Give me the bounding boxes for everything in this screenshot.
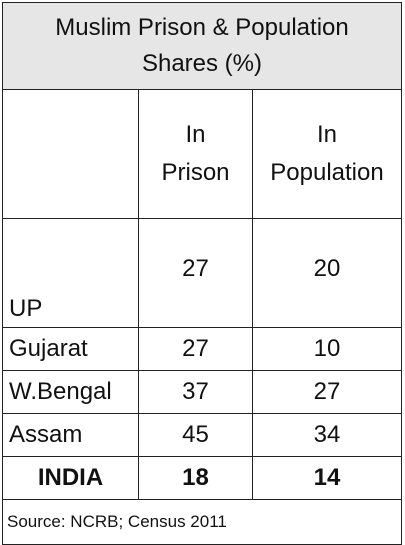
in-prison-value: 45 xyxy=(138,413,253,457)
table-row-total: INDIA 18 14 xyxy=(2,456,402,500)
table-row: Assam 45 34 xyxy=(2,413,402,457)
in-prison-value: 37 xyxy=(138,370,253,414)
source-row: Source: NCRB; Census 2011 xyxy=(2,499,402,545)
row-label: W.Bengal xyxy=(2,370,139,414)
in-population-value: 10 xyxy=(252,327,402,371)
in-population-value: 34 xyxy=(252,413,402,457)
table-title: Muslim Prison & Population Shares (%) xyxy=(2,2,402,90)
table-row: UP 27 20 xyxy=(2,218,402,328)
header-row: In Prison In Population xyxy=(2,89,402,219)
header-in-population-line-2: Population xyxy=(270,159,384,186)
title-line-1: Muslim Prison & Population xyxy=(55,14,349,41)
in-prison-value: 27 xyxy=(138,327,253,371)
title-row: Muslim Prison & Population Shares (%) xyxy=(2,2,402,90)
header-empty-cell xyxy=(2,89,139,219)
row-label: Assam xyxy=(2,413,139,457)
source-note: Source: NCRB; Census 2011 xyxy=(2,499,402,545)
header-in-population-line-1: In xyxy=(316,121,337,148)
in-prison-value: 18 xyxy=(138,456,253,500)
header-in-prison-line-2: Prison xyxy=(161,159,230,186)
in-population-value: 27 xyxy=(252,370,402,414)
in-population-value: 20 xyxy=(252,218,402,328)
in-prison-value: 27 xyxy=(138,218,253,328)
row-label: INDIA xyxy=(2,456,139,500)
header-in-prison-line-1: In xyxy=(185,121,206,148)
header-in-population: In Population xyxy=(252,89,402,219)
table-row: W.Bengal 37 27 xyxy=(2,370,402,414)
in-population-value: 14 xyxy=(252,456,402,500)
row-label: Gujarat xyxy=(2,327,139,371)
title-line-2: Shares (%) xyxy=(141,50,263,77)
table-row: Gujarat 27 10 xyxy=(2,327,402,371)
header-in-prison: In Prison xyxy=(138,89,253,219)
row-label: UP xyxy=(2,218,139,328)
